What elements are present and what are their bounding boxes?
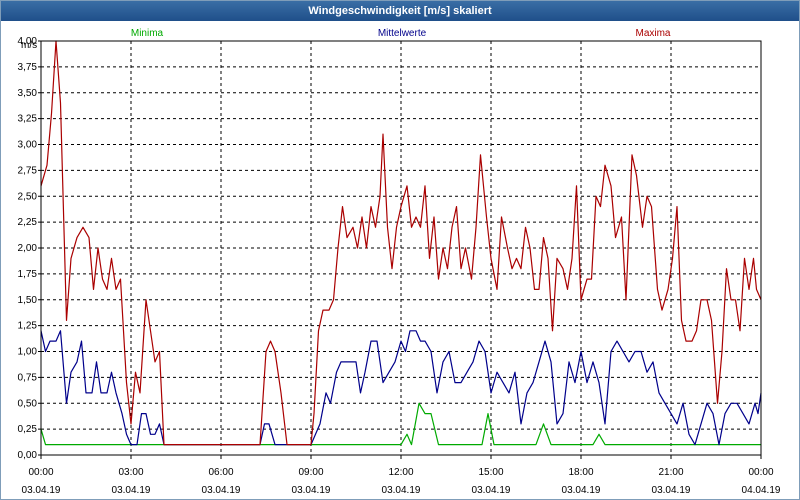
legend: Minima Mittelwerte Maxima [131, 28, 671, 39]
x-axis: 00:00 03.04.19 03:00 03.04.19 06:00 03.04.19 0… [22, 455, 781, 496]
x-tick-label-time: 00:00 [28, 467, 53, 478]
legend-entry-minima: Minima [131, 28, 164, 39]
plot-frame [40, 40, 762, 456]
x-tick-label-date: 03.04.19 [292, 485, 331, 496]
series-lines [40, 40, 762, 446]
y-tick-label: 0,00 [18, 450, 38, 461]
series-line-maxima [40, 40, 762, 446]
x-tick-label-date: 03.04.19 [202, 485, 241, 496]
chart-svg: 0,00 0,25 0,50 0,75 1,00 1,25 1,50 1,75 2,00 2,25… [18, 28, 781, 496]
y-tick-label: 2,25 [18, 217, 38, 228]
x-tick-label-time: 15:00 [478, 467, 503, 478]
y-tick-label: 0,25 [18, 424, 38, 435]
series-line-mittelwerte [40, 330, 762, 446]
y-tick-label: 0,75 [18, 372, 38, 383]
x-tick-label-time: 12:00 [388, 467, 413, 478]
legend-entry-mittelwerte: Mittelwerte [378, 28, 427, 39]
x-tick-label-date: 03.04.19 [652, 485, 691, 496]
x-tick-label-time: 21:00 [658, 467, 683, 478]
grid-lines [41, 40, 761, 456]
y-tick-label: 2,75 [18, 165, 38, 176]
y-tick-label: 3,00 [18, 140, 38, 151]
x-tick-label-time: 00:00 [748, 467, 773, 478]
y-tick-label: 1,75 [18, 269, 38, 280]
y-tick-label: 2,00 [18, 243, 38, 254]
x-tick-label-date: 03.04.19 [562, 485, 601, 496]
x-tick-label-time: 06:00 [208, 467, 233, 478]
x-tick-label-date: 03.04.19 [22, 485, 61, 496]
y-tick-label: 1,00 [18, 347, 38, 358]
window-title: Windgeschwindigkeit [m/s] skaliert [1, 1, 799, 21]
series-line-minima [40, 402, 761, 446]
y-tick-label: 3,75 [18, 62, 38, 73]
x-tick-label-date: 03.04.19 [382, 485, 421, 496]
x-tick-label-time: 18:00 [568, 467, 593, 478]
y-tick-label: 2,50 [18, 191, 38, 202]
x-tick-label-date: 03.04.19 [112, 485, 151, 496]
y-axis: 0,00 0,25 0,50 0,75 1,00 1,25 1,50 1,75 2,00 2,25… [18, 36, 41, 461]
x-tick-label-time: 09:00 [298, 467, 323, 478]
y-tick-label: 0,50 [18, 398, 38, 409]
y-tick-label: 4,00 [18, 36, 38, 47]
legend-entry-maxima: Maxima [635, 28, 670, 39]
y-axis-label: m/s [21, 40, 37, 51]
y-tick-label: 3,25 [18, 114, 38, 125]
x-tick-label-date: 04.04.19 [742, 485, 781, 496]
y-tick-label: 1,50 [18, 295, 38, 306]
x-tick-label-time: 03:00 [118, 467, 143, 478]
x-tick-label-date: 03.04.19 [472, 485, 511, 496]
y-tick-label: 1,25 [18, 321, 38, 332]
y-tick-label: 3,50 [18, 88, 38, 99]
